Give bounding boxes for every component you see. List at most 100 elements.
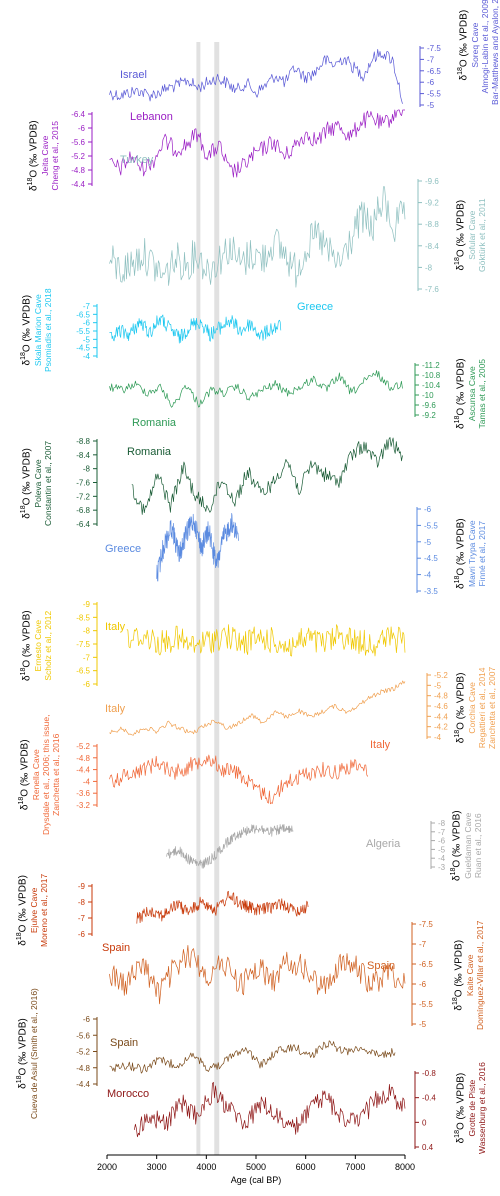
y-axis-label-line: Cueva de Asiul (Smith et al., 2016) [29, 987, 40, 1119]
region-label-ernesto: Italy [105, 621, 126, 633]
y-tick-label-asiul-0: -6 [83, 1015, 91, 1024]
y-tick-label-mavri-3: -4.5 [424, 554, 438, 563]
y-tick-label-asiul-2: -5.2 [76, 1048, 90, 1057]
y-tick-label-jeita-4: -4.8 [71, 166, 85, 175]
y-tick-label-asiul-1: -5.6 [76, 1031, 90, 1040]
y-axis-label-jeita: δ18O (‰ VPDB) Jeita Cave Cheng et al., 201… [25, 120, 60, 191]
y-tick-label-mavri-5: -3.5 [424, 587, 438, 596]
y-axis-label-line: Soreq Cave [470, 22, 481, 68]
y-axis-label-line: Ernesto Cave [33, 619, 44, 671]
y-tick-label-jeita-2: -5.6 [71, 138, 85, 147]
y-tick-label-soreq-2: -6.5 [427, 67, 441, 76]
y-axis-quantity: δ18O (‰ VPDB) [452, 939, 465, 1011]
y-tick-label-kaite-5: -5 [419, 1020, 427, 1029]
x-tick-label-4: 6000 [296, 1162, 316, 1172]
y-tick-label-soreq-3: -6 [427, 78, 435, 87]
y-axis-label-piste: δ18O (‰ VPDB) Grotte de Piste Wassenburg e… [452, 1062, 487, 1154]
y-tick-label-ejulve-0: -9 [78, 882, 86, 891]
series-line-kaite [109, 945, 406, 1005]
y-tick-label-poleva-0: -8.8 [76, 437, 90, 446]
y-axis-label-kaite: δ18O (‰ VPDB) Kaite Cave Domínguez-Villar … [450, 920, 485, 1029]
y-tick-label-poleva-6: -6.4 [76, 520, 90, 529]
series-line-mavri [156, 512, 239, 582]
y-axis-renella: -5.2 -4.8 -4.4 -4 -3.6 -3.2 [76, 742, 98, 810]
y-axis-label-sofular: δ18O (‰ VPDB) Sofular Cave Göktürk et al.,… [452, 198, 487, 272]
y-axis-label-line: Zanchetta et al., 2016 [51, 733, 62, 816]
y-tick-label-corchia-3: -4.6 [434, 702, 448, 711]
y-axis-quantity: δ18O (‰ VPDB) [457, 9, 470, 81]
shaded-band-1 [214, 42, 220, 1155]
y-axis-poleva: -8.8 -8.4 -8 -7.6 -7.2 -6.8 -6.4 [76, 437, 98, 529]
y-axis-quantity: δ18O (‰ VPDB) [20, 447, 33, 519]
y-axis-label-line: Renella Cave [31, 749, 42, 801]
y-tick-label-sofular-2: -8.8 [425, 220, 439, 229]
y-tick-label-soreq-5: -5 [427, 101, 435, 110]
y-tick-label-skala-5: -4.5 [76, 344, 90, 353]
y-tick-label-sofular-3: -8.4 [425, 242, 439, 251]
y-tick-label-poleva-5: -6.8 [76, 506, 90, 515]
series-line-skala [109, 314, 282, 344]
y-axis-sofular: -9.6 -9.2 -8.8 -8.4 -8 -7.6 [417, 177, 439, 294]
y-tick-label-renella-2: -4.4 [76, 766, 90, 775]
region-label-skala: Greece [297, 301, 333, 313]
y-axis-label-line: Mavri Trypa Cave [467, 519, 478, 587]
y-axis-gueldaman: -8-7-6-5-4-3 [430, 819, 446, 872]
y-tick-label-ernesto-1: -8.5 [76, 613, 90, 622]
y-axis-label-corchia: δ18O (‰ VPDB) Corchia Cave Regattieri et a… [452, 667, 497, 749]
y-tick-label-sofular-5: -7.6 [425, 285, 439, 294]
y-tick-label-jeita-5: -4.4 [71, 180, 85, 189]
region-label-kaite: Spain [367, 960, 395, 972]
y-axis-kaite: -7.5 -7 -6.5 -6 -5.5 -5 [411, 920, 433, 1029]
region-label-poleva: Romania [127, 446, 172, 458]
x-tick-label-2: 4000 [196, 1162, 216, 1172]
y-tick-label-corchia-4: -4.4 [434, 712, 448, 721]
y-tick-label-sofular-0: -9.6 [425, 177, 439, 186]
series-line-ascunsa [109, 370, 403, 408]
y-axis-label-line: Bar-Matthews and Ayalon, 2011 [490, 0, 500, 105]
y-axis-corchia: -5.2-5 -4.8-4.6-4.4 -4.2-4 [426, 671, 448, 742]
y-axis-quantity: δ18O (‰ VPDB) [16, 1017, 29, 1089]
y-tick-label-jeita-0: -6.4 [71, 110, 85, 119]
y-tick-label-sofular-1: -9.2 [425, 199, 439, 208]
y-tick-label-piste-3: 0.4 [422, 1143, 434, 1152]
region-label-soreq: Israel [120, 69, 147, 81]
y-axis-label-line: Wassenburg et al., 2016 [477, 1062, 488, 1154]
y-tick-label-ascunsa-2: -10.4 [422, 381, 441, 390]
y-tick-label-ernesto-3: -7.5 [76, 640, 90, 649]
y-axis-quantity: δ18O (‰ VPDB) [454, 1072, 467, 1144]
y-axis-label-line: Göktürk et al., 2011 [477, 198, 488, 272]
y-tick-label-soreq-1: -7 [427, 55, 435, 64]
y-axis-label-ascunsa: δ18O (‰ VPDB) Ascunsa Cave Tamas et al., 2… [452, 358, 487, 429]
y-tick-label-asiul-4: -4.4 [76, 1080, 90, 1089]
y-axis-label-soreq: δ18O (‰ VPDB) Soreq Cave Almogi-Labin et a… [455, 0, 500, 105]
series-line-ejulve [136, 890, 309, 924]
y-axis-label-asiul: δ18O (‰ VPDB) Cueva de Asiul (Smith et al… [14, 988, 39, 1119]
y-axis-label-line: Sofular Cave [467, 210, 478, 260]
y-tick-label-poleva-4: -7.2 [76, 492, 90, 501]
region-label-mavri: Greece [105, 543, 141, 555]
y-tick-label-ernesto-0: -9 [83, 600, 91, 609]
y-axis-label-line: Drysdale et al., 2006; this issue, [41, 714, 52, 835]
y-tick-label-gueldaman-4: -4 [438, 854, 446, 863]
y-axis-label-line: Cheng et al., 2015 [50, 120, 61, 190]
y-tick-label-mavri-4: -4 [424, 571, 432, 580]
y-axis-quantity: δ18O (‰ VPDB) [27, 119, 40, 191]
y-tick-label-ascunsa-4: -9.6 [422, 401, 436, 410]
y-axis-label-line: Moreno et al., 2017 [39, 873, 50, 947]
y-tick-label-mavri-2: -5 [424, 538, 432, 547]
x-tick-label-1: 3000 [147, 1162, 167, 1172]
region-label-jeita: Lebanon [130, 111, 173, 123]
y-axis-label-line: Tamas et al., 2005 [477, 358, 488, 428]
x-axis: 2000 3000 4000 5000 6000 7000 8000 Age (cal BP) [97, 1154, 415, 1185]
y-axis-label-line: Constantin et al., 2007 [43, 440, 54, 526]
y-axis-label-line: Psomiadis et al., 2018 [43, 288, 54, 372]
series-line-piste [133, 1081, 406, 1138]
y-axis-asiul: -6 -5.6 -5.2 -4.8 -4.4 [76, 1015, 98, 1089]
y-tick-label-ernesto-4: -7 [83, 653, 91, 662]
y-tick-label-renella-1: -4.8 [76, 754, 90, 763]
y-tick-label-piste-2: 0 [422, 1118, 427, 1127]
x-tick-label-0: 2000 [97, 1162, 117, 1172]
y-tick-label-poleva-2: -8 [83, 465, 91, 474]
y-tick-label-skala-4: -5 [83, 335, 91, 344]
